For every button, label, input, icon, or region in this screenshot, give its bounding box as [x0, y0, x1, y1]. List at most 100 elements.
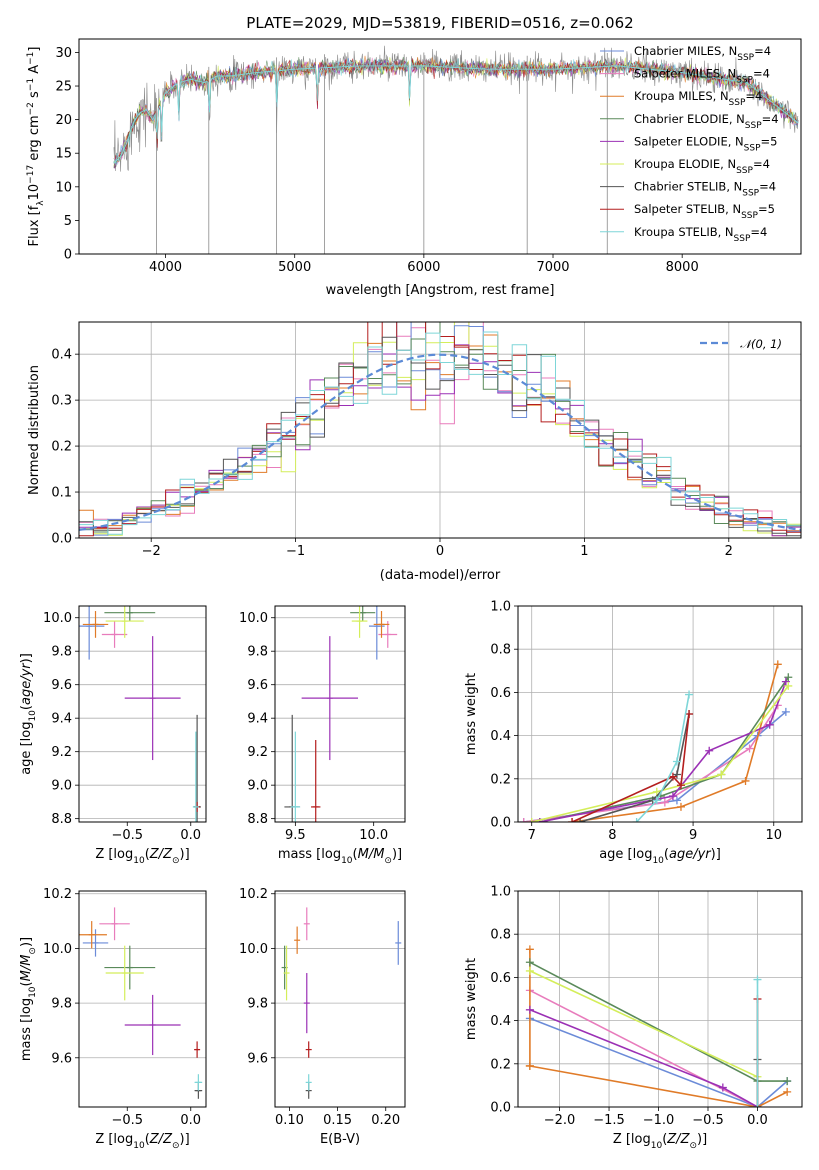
y-tick-label: 10.0: [43, 942, 72, 957]
y-axis-label: mass [log10(M/M⊙)]: [19, 937, 38, 1061]
model-spectrum-line: [113, 58, 799, 162]
errorbar-layer: [79, 606, 201, 822]
axes-frame: [274, 605, 406, 823]
legend-label: Chabrier MILES, NSSP=4: [634, 44, 771, 63]
weight-point-marker: [718, 1083, 727, 1092]
histogram-layer: [79, 322, 801, 538]
normal-curve: [79, 353, 801, 531]
weight-point-marker: [672, 796, 681, 805]
x-tick-label: 10: [765, 828, 782, 843]
weight-point-marker: [753, 975, 762, 984]
y-tick-label: 1.0: [490, 885, 511, 900]
x-tick-label: 9.5: [285, 828, 306, 843]
wage-panel: 7 8 9 10 0.0 0.2 0.4 0.6 0.8 1.0 age [log10(age/yr…: [464, 600, 803, 866]
y-tick-label: 9.0: [247, 779, 268, 794]
weight-series-layer: [525, 945, 792, 1107]
x-tick-label: 1: [580, 544, 588, 559]
weight-series-line: [571, 713, 690, 822]
y-tick-label: 1.0: [490, 600, 511, 615]
weight-point-marker: [672, 757, 681, 766]
y-tick-label: 15: [55, 147, 72, 162]
masse-panel: 0.10 0.15 0.20 9.6 9.8 10.0 10.2 E(B-V): [239, 887, 406, 1147]
y-tick-label: 9.8: [247, 997, 268, 1012]
errorbar-layer: [79, 907, 203, 1099]
figure-layer: 4000 5000 6000 7000 8000051015202530waveleng…: [19, 38, 803, 1151]
x-tick-label: −0.5: [692, 1113, 724, 1128]
weight-point-marker: [525, 1061, 534, 1070]
weight-point-marker: [717, 770, 726, 779]
y-tick-label: 0.0: [51, 532, 72, 547]
x-axis-label: (data-model)/error: [380, 568, 501, 583]
y-tick-label: 5: [64, 214, 72, 229]
y-tick-label: 0.8: [490, 928, 511, 943]
x-tick-label: −0.5: [111, 828, 143, 843]
y-tick-label: 0.6: [490, 686, 511, 701]
x-tick-label: 0.20: [371, 1113, 400, 1128]
axes-frame: [78, 605, 207, 823]
legend-label: Salpeter STELIB, NSSP=5: [634, 202, 775, 221]
y-tick-label: 9.6: [247, 1051, 268, 1066]
x-axis-label: Z [log10(Z/Z⊙)]: [613, 1132, 707, 1151]
x-tick-label: 0: [436, 544, 444, 559]
y-tick-label: 0.0: [490, 816, 511, 831]
x-axis-label: mass [log10(M/M⊙)]: [278, 847, 402, 866]
y-tick-label: 0.4: [490, 729, 511, 744]
weight-point-marker: [676, 802, 685, 811]
y-axis-label: mass weight: [464, 673, 479, 755]
axes-frame: [78, 38, 802, 255]
y-tick-label: 9.6: [247, 678, 268, 693]
x-axis-label: Z [log10(Z/Z⊙)]: [95, 847, 189, 866]
y-axis-label: mass weight: [464, 958, 479, 1040]
y-tick-label: 9.4: [51, 712, 72, 727]
x-tick-label: −2: [142, 544, 161, 559]
weight-series-line: [529, 970, 758, 1078]
legend-label: Kroupa MILES, NSSP=4: [634, 89, 762, 108]
weight-series-line: [529, 1017, 788, 1107]
x-axis-label: wavelength [Angstrom, rest frame]: [326, 283, 555, 298]
massz-panel: −0.5 0.0 9.6 9.8 10.0 10.2 Z [log10(Z/Z⊙)] mass…: [19, 887, 207, 1151]
agem-panel: 9.5 10.0 8.8 9.0 9.2 9.4 9.6 9.8 10.0 mass [log10…: [239, 605, 406, 866]
weight-point-marker: [652, 787, 661, 796]
y-tick-label: 0.2: [490, 772, 511, 787]
y-tick-label: 9.2: [51, 745, 72, 760]
y-tick-label: 25: [55, 80, 72, 95]
weight-point-marker: [527, 818, 536, 822]
y-tick-label: 10.2: [239, 887, 268, 902]
y-tick-label: 0.2: [51, 440, 72, 455]
y-tick-label: 20: [55, 113, 72, 128]
weight-point-marker: [685, 710, 694, 718]
y-tick-label: 0.3: [51, 394, 72, 409]
axes-frame: [78, 890, 207, 1108]
weight-point-marker: [519, 818, 528, 822]
y-tick-label: 10.0: [43, 611, 72, 626]
legend-label: 𝒩(0, 1): [740, 337, 782, 351]
x-tick-label: 8: [608, 828, 616, 843]
y-tick-label: 0.0: [490, 1101, 511, 1116]
weight-point-marker: [783, 1087, 792, 1096]
x-tick-label: −1.0: [643, 1113, 675, 1128]
weight-point-marker: [773, 660, 782, 669]
weight-point-marker: [753, 1103, 762, 1107]
y-tick-label: 8.8: [51, 812, 72, 827]
residuals-panel: −2 −1 0 1 2 0.0 0.1 0.2 0.3 0.4 (data-model)/error…: [27, 321, 802, 583]
weight-point-marker: [652, 796, 661, 805]
model-spectrum-line: [113, 58, 799, 165]
y-tick-label: 30: [55, 46, 72, 61]
x-tick-label: 7000: [536, 260, 569, 275]
y-tick-label: 10.0: [239, 611, 268, 626]
y-tick-label: 0.4: [490, 1014, 511, 1029]
weight-point-marker: [745, 744, 754, 753]
y-axis-label: age [log10(age/yr)]: [19, 653, 38, 775]
axes-frame: [274, 890, 406, 1108]
model-spectrum-line: [113, 65, 799, 164]
legend-label: Salpeter MILES, NSSP=4: [634, 67, 770, 86]
x-tick-label: 5000: [278, 260, 311, 275]
x-tick-label: −0.5: [111, 1113, 143, 1128]
weight-series-layer: [519, 660, 793, 822]
weight-point-marker: [705, 746, 714, 755]
weight-point-marker: [660, 798, 669, 807]
x-tick-label: 2: [725, 544, 733, 559]
y-tick-label: 9.6: [51, 1051, 72, 1066]
